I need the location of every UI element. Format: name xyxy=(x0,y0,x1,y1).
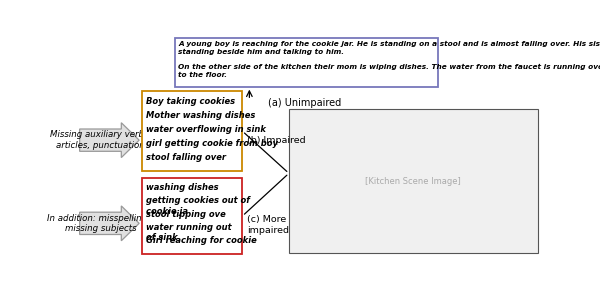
Text: (c) More
impaired: (c) More impaired xyxy=(247,215,289,235)
Text: stool tipping ove: stool tipping ove xyxy=(146,210,226,218)
Text: Boy taking cookies: Boy taking cookies xyxy=(146,97,235,106)
Bar xyxy=(175,39,437,87)
Text: water running out
of sink: water running out of sink xyxy=(146,223,232,242)
Text: (a) Unimpaired: (a) Unimpaired xyxy=(268,98,341,108)
Text: (b) Impaired: (b) Impaired xyxy=(247,136,305,145)
Bar xyxy=(142,91,242,171)
Text: In addition: misspellings,
missing subjects: In addition: misspellings, missing subje… xyxy=(47,214,154,233)
Bar xyxy=(142,178,242,254)
Text: A young boy is reaching for the cookie jar. He is standing on a stool and is alm: A young boy is reaching for the cookie j… xyxy=(178,41,600,77)
Text: Missing auxiliary verbs,
articles, punctuation: Missing auxiliary verbs, articles, punct… xyxy=(50,131,151,150)
Text: girl getting cookie from boy: girl getting cookie from boy xyxy=(146,139,278,148)
Text: stool falling over: stool falling over xyxy=(146,153,226,162)
Text: water overflowing in sink: water overflowing in sink xyxy=(146,125,266,134)
Polygon shape xyxy=(80,123,139,158)
Text: getting cookies out of
cookie ja: getting cookies out of cookie ja xyxy=(146,197,250,216)
Text: Mother washing dishes: Mother washing dishes xyxy=(146,111,256,120)
Polygon shape xyxy=(80,206,139,241)
Bar xyxy=(289,109,538,253)
Text: [Kitchen Scene Image]: [Kitchen Scene Image] xyxy=(365,177,461,186)
Text: washing dishes: washing dishes xyxy=(146,183,219,192)
Text: Girl reaching for cookie: Girl reaching for cookie xyxy=(146,236,257,245)
